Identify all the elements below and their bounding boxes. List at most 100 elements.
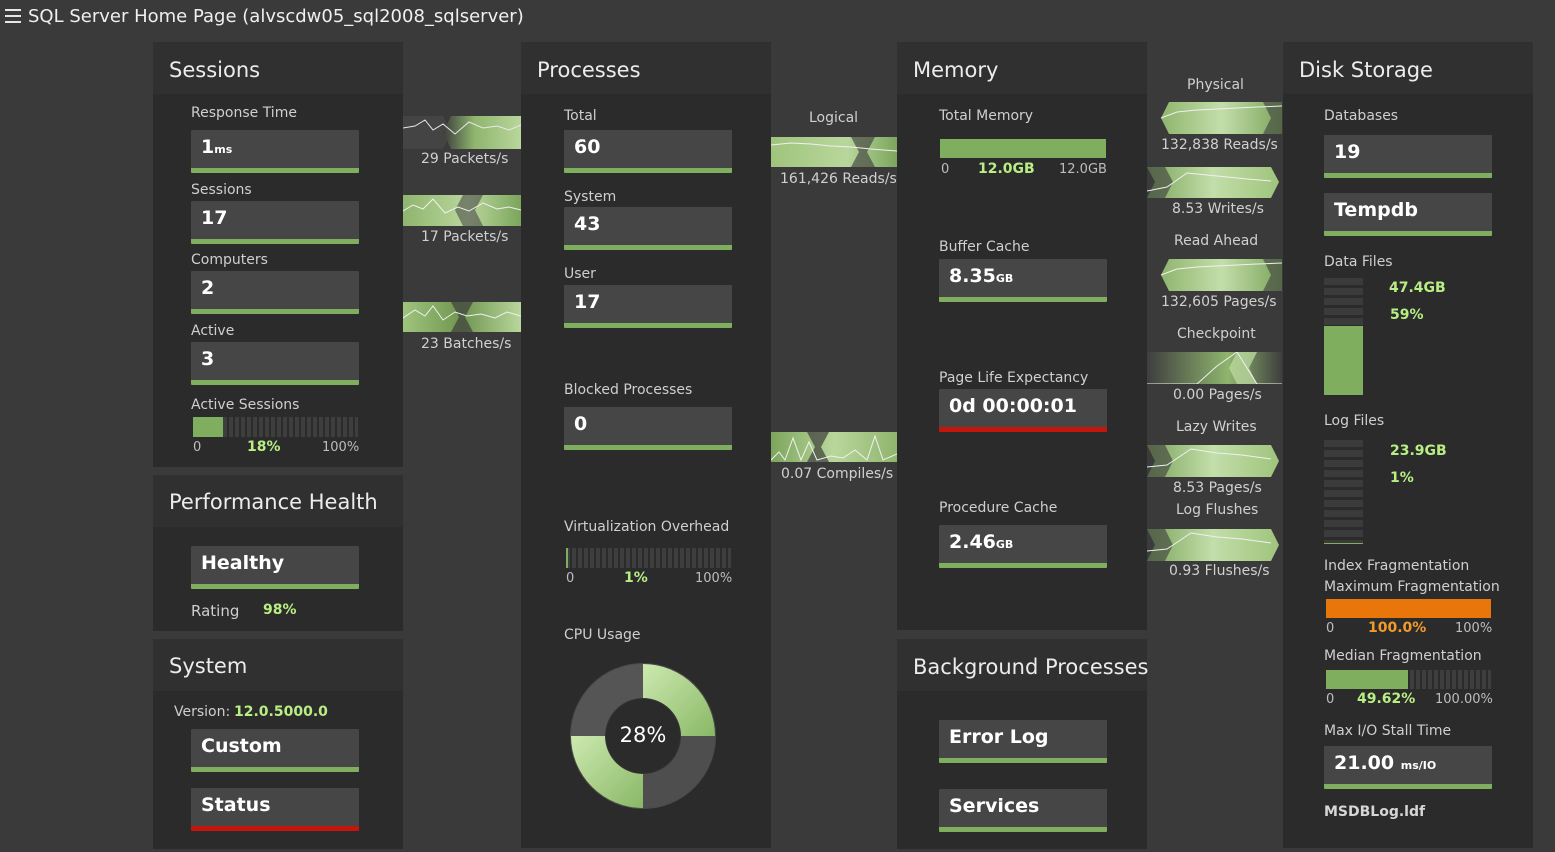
system-processes-label: System (564, 189, 617, 205)
title-bar: SQL Server Home Page (alvscdw05_sql2008_… (0, 0, 1555, 36)
memory-header: Memory (897, 42, 1147, 94)
median-fragmentation-bar-fill (1326, 670, 1408, 689)
virtualization-pct: 1% (624, 570, 648, 586)
computers-label: Computers (191, 252, 268, 268)
sessions-title: Sessions (169, 58, 261, 82)
databases-tile[interactable]: 19 (1324, 135, 1492, 178)
max-io-stall-unit: ms/IO (1400, 759, 1437, 772)
total-memory-min: 0 (941, 162, 950, 177)
memory-panel: Memory Total Memory 0 12.0GB 12.0GB Buff… (897, 42, 1147, 630)
page-life-expectancy-tile[interactable]: 0d 00:00:01 (939, 389, 1107, 432)
virtualization-max: 100% (695, 571, 733, 586)
page-life-expectancy-value: 0d 00:00:01 (949, 395, 1077, 417)
max-fragmentation-min: 0 (1326, 621, 1335, 636)
processes-panel: Processes Total 60 System 43 User 17 Blo… (521, 42, 771, 848)
blocked-processes-label: Blocked Processes (564, 382, 693, 398)
error-log-label: Error Log (949, 726, 1049, 748)
virtualization-bar (566, 548, 731, 568)
system-header: System (153, 639, 403, 691)
checkpoint-value: 0.00 Pages/s (1173, 387, 1262, 403)
median-fragmentation-label: Median Fragmentation (1324, 648, 1482, 664)
processes-header: Processes (521, 42, 771, 94)
buffer-cache-value: 8.35 (949, 265, 996, 287)
system-processes-tile[interactable]: 43 (564, 207, 732, 250)
version-label: Version: (174, 704, 231, 720)
log-files-pct: 1% (1390, 470, 1414, 486)
buffer-cache-unit: GB (995, 272, 1014, 285)
read-ahead-label: Read Ahead (1174, 233, 1259, 249)
custom-button[interactable]: Custom (191, 729, 359, 772)
response-time-unit: ms (214, 143, 233, 156)
median-fragmentation-max: 100.00% (1435, 692, 1493, 707)
total-memory-value: 12.0GB (978, 161, 1035, 177)
logical-reads-sparkline (771, 137, 897, 167)
computers-tile[interactable]: 2 (191, 271, 359, 314)
read-ahead-value: 132,605 Pages/s (1161, 294, 1277, 310)
logical-reads-label: 161,426 Reads/s (780, 171, 897, 187)
rating-value: 98% (263, 602, 297, 618)
blocked-processes-value: 0 (574, 413, 588, 435)
tempdb-label: Tempdb (1334, 199, 1418, 221)
disk-storage-panel: Disk Storage Databases 19 Tempdb Data Fi… (1283, 42, 1533, 848)
hamburger-menu-icon[interactable] (5, 9, 21, 23)
background-processes-header: Background Processes (897, 639, 1148, 691)
processes-title: Processes (537, 58, 641, 82)
max-io-stall-tile[interactable]: 21.00 ms/IO (1324, 746, 1492, 789)
performance-health-panel: Performance Health Healthy Rating 98% (153, 475, 403, 631)
user-processes-value: 17 (574, 291, 601, 313)
max-fragmentation-max: 100% (1455, 621, 1493, 636)
median-fragmentation-pct: 49.62% (1357, 691, 1416, 707)
sessions-panel-header: Sessions (153, 42, 403, 94)
health-status-tile[interactable]: Healthy (191, 546, 359, 589)
health-status-value: Healthy (201, 552, 285, 574)
services-button[interactable]: Services (939, 789, 1107, 832)
cpu-usage-label: CPU Usage (564, 627, 641, 643)
disk-storage-title: Disk Storage (1299, 58, 1433, 82)
log-flushes-label: Log Flushes (1176, 502, 1259, 518)
response-time-tile[interactable]: 1ms (191, 130, 359, 173)
virtualization-bar-fill (566, 548, 568, 568)
max-fragmentation-pct: 100.0% (1368, 620, 1427, 636)
msdb-log-file[interactable]: MSDBLog.ldf (1324, 804, 1426, 820)
compiles-sparkline (771, 432, 897, 462)
error-log-button[interactable]: Error Log (939, 720, 1107, 763)
index-fragmentation-label: Index Fragmentation (1324, 558, 1470, 574)
total-processes-tile[interactable]: 60 (564, 130, 732, 173)
sessions-tile[interactable]: 17 (191, 201, 359, 244)
user-processes-tile[interactable]: 17 (564, 285, 732, 328)
total-memory-bar-fill (940, 139, 1106, 158)
active-tile[interactable]: 3 (191, 342, 359, 385)
page-title: SQL Server Home Page (alvscdw05_sql2008_… (28, 6, 524, 27)
total-processes-value: 60 (574, 136, 601, 158)
status-label: Status (201, 794, 271, 816)
lazy-writes-label: Lazy Writes (1176, 419, 1257, 435)
lazy-writes-value: 8.53 Pages/s (1173, 480, 1262, 496)
sessions-value: 17 (201, 207, 228, 229)
sessions-label: Sessions (191, 182, 252, 198)
active-sessions-label: Active Sessions (191, 397, 300, 413)
procedure-cache-unit: GB (995, 538, 1014, 551)
max-io-stall-value: 21.00 (1334, 752, 1395, 774)
checkpoint-label: Checkpoint (1177, 326, 1256, 342)
system-panel: System Version: 12.0.5000.0 Custom Statu… (153, 639, 403, 849)
active-value: 3 (201, 348, 215, 370)
tempdb-tile[interactable]: Tempdb (1324, 193, 1492, 236)
active-sessions-max: 100% (322, 440, 360, 455)
procedure-cache-tile[interactable]: 2.46GB (939, 525, 1107, 568)
checkpoint-sparkline (1147, 352, 1282, 384)
cpu-usage-donut (570, 663, 716, 809)
physical-reads-sparkline (1160, 102, 1282, 134)
procedure-cache-label: Procedure Cache (939, 500, 1058, 516)
max-io-stall-label: Max I/O Stall Time (1324, 723, 1452, 739)
performance-health-title: Performance Health (169, 490, 378, 514)
buffer-cache-tile[interactable]: 8.35GB (939, 259, 1107, 302)
sessions-panel: Sessions Response Time 1ms Sessions 17 C… (153, 42, 403, 467)
physical-writes-sparkline (1147, 167, 1279, 198)
blocked-processes-tile[interactable]: 0 (564, 407, 732, 450)
page-life-expectancy-label: Page Life Expectancy (939, 370, 1089, 386)
status-button[interactable]: Status (191, 788, 359, 831)
computers-value: 2 (201, 277, 215, 299)
log-flushes-sparkline (1147, 529, 1279, 561)
total-memory-max: 12.0GB (1059, 162, 1107, 177)
virtualization-label: Virtualization Overhead (564, 519, 730, 535)
